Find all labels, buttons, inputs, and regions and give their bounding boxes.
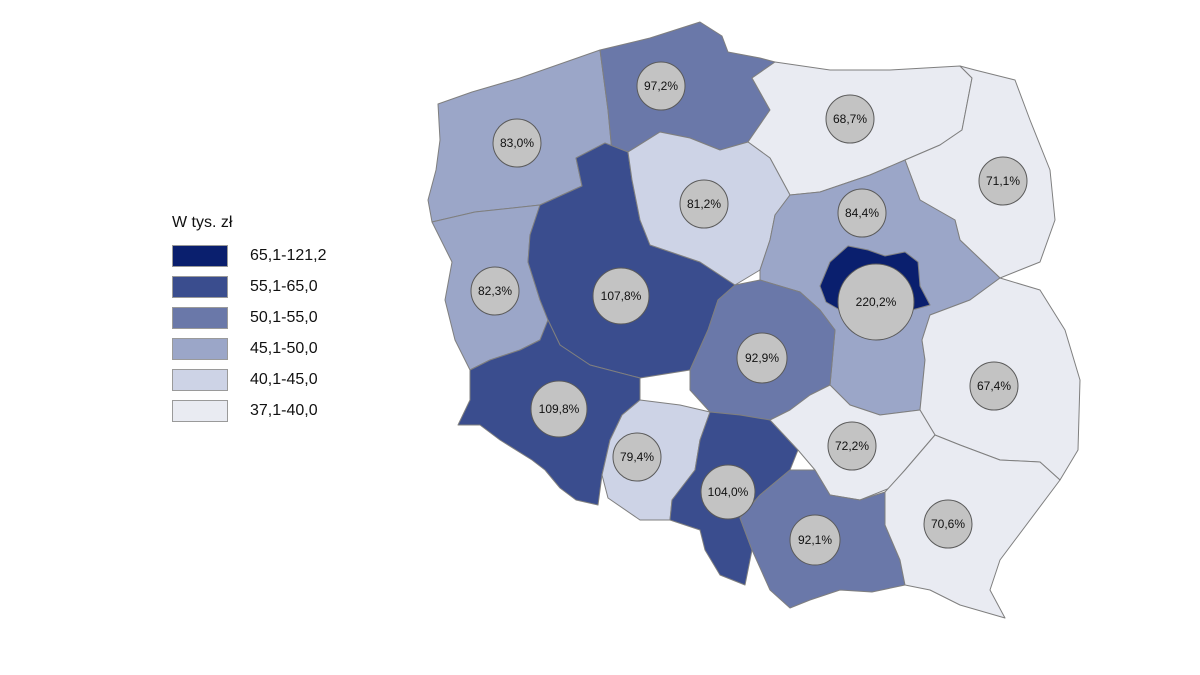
value-label-lubuskie: 82,3% — [478, 284, 512, 298]
value-bubble-kujawsko-pomorskie — [679, 179, 729, 229]
legend-swatch — [172, 368, 228, 391]
value-bubble-warszawski-stoleczny — [837, 263, 915, 341]
value-label-warminsko-mazurskie: 68,7% — [833, 112, 867, 126]
value-bubble-zachodniopomorskie — [492, 118, 542, 168]
value-label-opolskie: 79,4% — [620, 450, 654, 464]
legend-label: 50,1-55,0 — [250, 308, 318, 326]
value-label-swietokrzyskie: 72,2% — [835, 439, 869, 453]
legend-row: 65,1-121,2 — [172, 240, 372, 271]
value-label-slaskie: 104,0% — [708, 485, 749, 499]
legend-label: 40,1-45,0 — [250, 370, 318, 388]
value-bubble-podkarpackie — [923, 499, 973, 549]
value-bubble-slaskie — [700, 464, 756, 520]
value-bubble-swietokrzyskie — [827, 421, 877, 471]
legend: W tys. zł 65,1-121,2 55,1-65,0 50,1-55,0… — [172, 214, 372, 426]
value-bubble-malopolskie — [789, 514, 841, 566]
legend-swatch — [172, 275, 228, 298]
value-label-mazowieckie: 84,4% — [845, 206, 879, 220]
legend-row: 50,1-55,0 — [172, 302, 372, 333]
region-podkarpackie — [884, 434, 1061, 619]
legend-swatch — [172, 399, 228, 422]
value-label-zachodniopomorskie: 83,0% — [500, 136, 534, 150]
legend-swatch — [172, 337, 228, 360]
value-bubble-pomorskie — [636, 61, 686, 111]
legend-row: 45,1-50,0 — [172, 333, 372, 364]
value-bubble-dolnoslaskie — [530, 380, 588, 438]
value-bubble-lubelskie — [969, 361, 1019, 411]
value-label-pomorskie: 97,2% — [644, 79, 678, 93]
legend-row: 37,1-40,0 — [172, 395, 372, 426]
region-pomorskie — [599, 21, 776, 153]
legend-swatch — [172, 244, 228, 267]
value-bubble-lubuskie — [470, 266, 520, 316]
value-bubble-warminsko-mazurskie — [825, 94, 875, 144]
value-label-malopolskie: 92,1% — [798, 533, 832, 547]
value-label-podlaskie: 71,1% — [986, 174, 1020, 188]
value-label-kujawsko-pomorskie: 81,2% — [687, 197, 721, 211]
legend-label: 45,1-50,0 — [250, 339, 318, 357]
value-label-dolnoslaskie: 109,8% — [539, 402, 580, 416]
value-bubble-mazowieckie — [837, 188, 887, 238]
legend-row: 40,1-45,0 — [172, 364, 372, 395]
value-label-wielkopolskie: 107,8% — [601, 289, 642, 303]
legend-row: 55,1-65,0 — [172, 271, 372, 302]
value-bubble-wielkopolskie — [592, 267, 650, 325]
legend-label: 65,1-121,2 — [250, 246, 327, 264]
value-bubble-opolskie — [612, 432, 662, 482]
value-label-warszawski-stoleczny: 220,2% — [856, 295, 897, 309]
legend-label: 55,1-65,0 — [250, 277, 318, 295]
legend-label: 37,1-40,0 — [250, 401, 318, 419]
value-label-lubelskie: 67,4% — [977, 379, 1011, 393]
value-bubble-lodzkie — [736, 332, 788, 384]
legend-swatch — [172, 306, 228, 329]
legend-title: W tys. zł — [172, 214, 233, 231]
value-bubble-podlaskie — [978, 156, 1028, 206]
value-label-podkarpackie: 70,6% — [931, 517, 965, 531]
value-label-lodzkie: 92,9% — [745, 351, 779, 365]
